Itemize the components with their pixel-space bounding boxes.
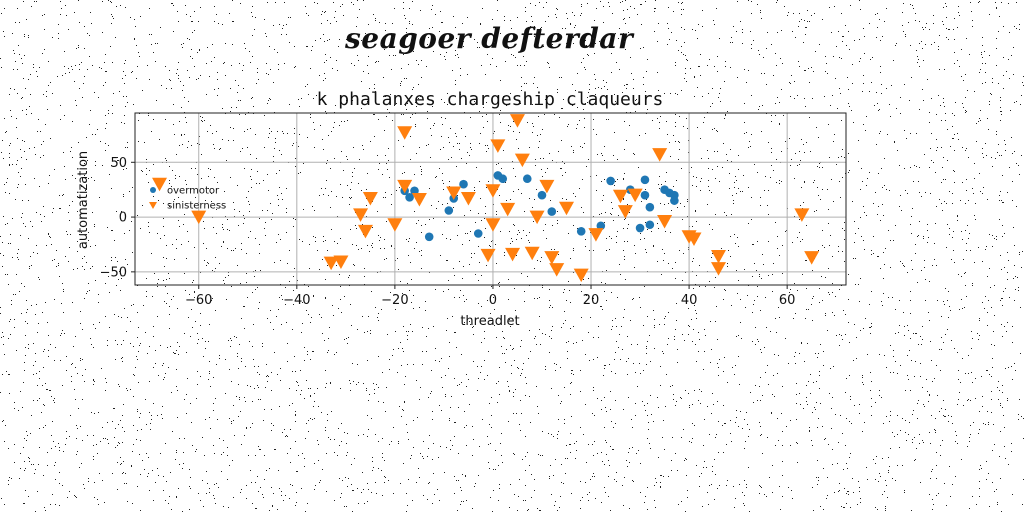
point-overmotor — [498, 174, 508, 184]
point-sinisterness — [559, 201, 575, 216]
point-sinisterness — [362, 191, 378, 206]
point-overmotor — [410, 186, 419, 196]
x-axis-label: threadlet — [460, 314, 519, 329]
axis-ticks: −60 −40 −20 0 20 40 60 −50 0 50 — [100, 156, 796, 308]
plot-frame — [134, 112, 847, 286]
point-sinisterness — [411, 193, 427, 207]
point-overmotor — [596, 221, 606, 231]
point-overmotor — [645, 202, 655, 212]
point-overmotor — [547, 207, 557, 216]
point-sinisterness — [529, 210, 545, 225]
point-sinisterness — [485, 218, 501, 232]
point-sinisterness — [544, 251, 560, 265]
point-sinisterness — [397, 179, 413, 194]
point-sinisterness — [460, 191, 476, 206]
data-points — [152, 114, 820, 283]
point-sinisterness — [397, 126, 413, 140]
point-overmotor — [670, 196, 679, 205]
point-sinisterness — [573, 268, 589, 283]
y-tick-label: −50 — [100, 265, 127, 280]
chart-title: k phalanxes chargeship claqueurs — [317, 89, 664, 110]
point-sinisterness — [505, 247, 521, 262]
legend-label-sinisterness: sinisterness — [167, 201, 226, 212]
point-overmotor — [606, 176, 615, 186]
point-sinisterness — [652, 148, 668, 162]
legend-label-overmotor: overmotor — [167, 186, 220, 197]
point-overmotor — [405, 193, 414, 202]
point-sinisterness — [353, 208, 369, 222]
legend-marker-sinisterness — [149, 202, 157, 209]
point-sinisterness — [387, 218, 403, 232]
point-sinisterness — [524, 246, 540, 261]
point-sinisterness — [711, 262, 727, 276]
point-overmotor — [576, 227, 586, 236]
x-tick-label: −60 — [185, 293, 212, 308]
x-tick-label: −40 — [283, 293, 310, 308]
point-sinisterness — [588, 228, 604, 242]
point-sinisterness — [612, 189, 628, 204]
x-tick-label: 0 — [489, 293, 497, 308]
point-overmotor — [459, 179, 468, 189]
point-sinisterness — [657, 214, 673, 229]
grid-lines — [135, 113, 846, 285]
point-sinisterness — [711, 250, 727, 264]
y-tick-label: 0 — [119, 211, 127, 226]
point-sinisterness — [627, 188, 643, 203]
legend: overmotor sinisterness — [149, 186, 226, 212]
point-overmotor — [473, 229, 483, 238]
y-tick-label: 50 — [110, 156, 127, 171]
point-sinisterness — [500, 202, 516, 217]
point-sinisterness — [333, 255, 349, 269]
x-tick-label: −20 — [381, 293, 408, 308]
point-sinisterness — [152, 177, 168, 192]
point-sinisterness — [539, 179, 555, 194]
point-overmotor — [424, 232, 434, 242]
point-overmotor — [537, 190, 547, 200]
figure-supertitle: seagoer defterdar — [345, 22, 634, 55]
point-overmotor — [640, 190, 650, 200]
y-axis-label: automatization — [76, 151, 91, 249]
point-sinisterness — [617, 205, 633, 219]
point-sinisterness — [794, 208, 810, 222]
point-sinisterness — [446, 186, 462, 200]
point-overmotor — [444, 206, 454, 215]
legend-marker-overmotor — [150, 187, 156, 193]
point-sinisterness — [323, 256, 339, 271]
x-tick-label: 60 — [779, 293, 796, 308]
point-sinisterness — [480, 248, 496, 263]
point-sinisterness — [804, 251, 820, 265]
point-overmotor — [640, 175, 650, 185]
point-sinisterness — [357, 224, 373, 239]
x-tick-label: 40 — [681, 293, 698, 308]
point-sinisterness — [514, 153, 530, 168]
point-sinisterness — [509, 114, 525, 128]
point-sinisterness — [191, 210, 207, 225]
point-sinisterness — [490, 139, 506, 153]
point-overmotor — [635, 223, 645, 233]
point-overmotor — [522, 174, 532, 184]
point-sinisterness — [485, 184, 501, 198]
x-tick-label: 20 — [583, 293, 600, 308]
point-sinisterness — [686, 232, 702, 246]
point-sinisterness — [549, 263, 565, 277]
point-overmotor — [645, 220, 655, 230]
